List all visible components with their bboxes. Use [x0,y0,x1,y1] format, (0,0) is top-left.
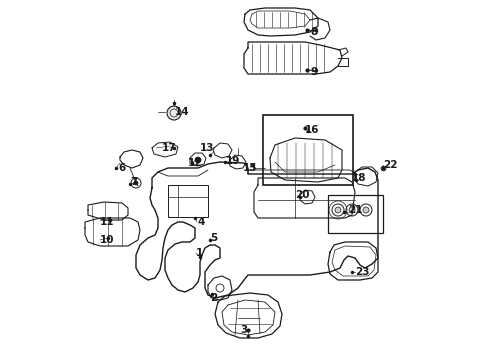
Bar [263,115,353,185]
Text: 18: 18 [352,173,367,183]
Text: 23: 23 [355,267,369,277]
Text: 2: 2 [210,293,217,303]
Text: 9: 9 [310,67,317,77]
Text: 20: 20 [295,190,310,200]
Text: 15: 15 [243,163,258,173]
Text: 13: 13 [200,143,215,153]
Text: 6: 6 [118,163,125,173]
Bar [328,195,383,233]
Bar [168,185,208,217]
Text: 12: 12 [188,158,202,168]
Text: 7: 7 [130,177,137,187]
Text: 14: 14 [175,107,190,117]
Circle shape [363,207,369,213]
Text: 17: 17 [162,143,176,153]
Text: 1: 1 [196,248,203,258]
Text: 10: 10 [100,235,115,245]
Text: 21: 21 [348,205,363,215]
Text: 22: 22 [383,160,397,170]
Circle shape [349,207,355,213]
Text: 16: 16 [305,125,319,135]
Text: 19: 19 [226,156,241,166]
Circle shape [335,207,341,213]
Text: 3: 3 [240,325,247,335]
Text: 4: 4 [197,217,204,227]
Circle shape [167,106,181,120]
Text: 5: 5 [210,233,217,243]
Circle shape [134,181,138,185]
Text: 8: 8 [310,27,317,37]
Circle shape [195,157,201,163]
Text: 11: 11 [100,217,115,227]
